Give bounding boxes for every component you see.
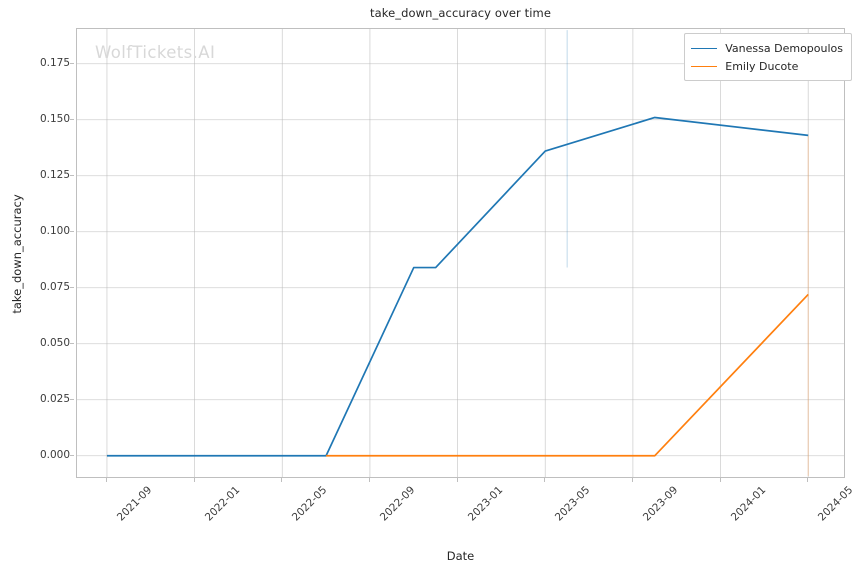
x-tick-label: 2023-05 bbox=[553, 484, 593, 524]
horizontal-gridlines bbox=[77, 63, 844, 457]
plot-svg bbox=[77, 29, 844, 477]
legend-item-2[interactable]: Emily Ducote bbox=[691, 57, 843, 75]
plot-area: WolfTickets.AI bbox=[76, 28, 845, 478]
y-tick-label: 0.025 bbox=[39, 392, 70, 405]
x-tick-label: 2022-05 bbox=[290, 484, 330, 524]
legend-color-swatch bbox=[691, 65, 718, 67]
x-tick-label: 2022-09 bbox=[377, 484, 418, 524]
series-line-2 bbox=[326, 293, 809, 457]
x-tick-label: 2021-09 bbox=[114, 484, 155, 524]
x-tick-label: 2024-01 bbox=[728, 484, 768, 524]
y-tick-mark bbox=[70, 62, 74, 64]
y-tick-mark bbox=[70, 454, 74, 456]
y-tick-mark bbox=[70, 398, 74, 400]
x-tick-mark bbox=[631, 478, 633, 482]
y-tick-label: 0.100 bbox=[39, 224, 70, 237]
y-tick-mark bbox=[70, 230, 74, 232]
x-tick-mark bbox=[719, 478, 721, 482]
x-tick-mark bbox=[105, 478, 107, 482]
y-tick-label: 0.050 bbox=[39, 336, 70, 349]
x-tick-mark bbox=[368, 478, 370, 482]
x-tick-mark bbox=[456, 478, 458, 482]
y-tick-label: 0.125 bbox=[39, 168, 70, 181]
x-tick-mark bbox=[193, 478, 195, 482]
y-tick-mark bbox=[70, 342, 74, 344]
y-tick-label: 0.000 bbox=[39, 448, 70, 461]
x-tick-label: 2024-05 bbox=[816, 484, 856, 524]
legend-item-1[interactable]: Vanessa Demopoulos bbox=[691, 39, 843, 57]
series-marker-lines bbox=[566, 30, 809, 476]
x-tick-label: 2023-09 bbox=[640, 484, 681, 524]
y-tick-mark bbox=[70, 286, 74, 288]
y-tick-label: 0.175 bbox=[39, 56, 70, 69]
x-tick-label: 2022-01 bbox=[202, 484, 242, 524]
page-title: take_down_accuracy over time bbox=[369, 6, 552, 20]
legend-item-label: Emily Ducote bbox=[725, 59, 799, 73]
chart-legend[interactable]: Vanessa Demopoulos Emily Ducote bbox=[684, 33, 852, 81]
y-tick-mark bbox=[70, 118, 74, 120]
x-tick-mark bbox=[807, 478, 809, 482]
x-axis-title: Date bbox=[446, 549, 475, 563]
y-axis-tick-labels: 0.000 0.025 0.050 0.075 0.100 0.125 0.150 0.175 bbox=[6, 28, 70, 478]
x-tick-mark bbox=[544, 478, 546, 482]
y-tick-label: 0.150 bbox=[39, 112, 70, 125]
legend-item-label: Vanessa Demopoulos bbox=[725, 41, 843, 55]
legend-color-swatch bbox=[691, 47, 718, 49]
y-tick-label: 0.075 bbox=[39, 280, 70, 293]
x-axis-tick-labels: 2021-09 2022-01 2022-05 2022-09 2023-01 2023-… bbox=[76, 478, 856, 568]
y-tick-mark bbox=[70, 174, 74, 176]
vertical-gridlines bbox=[106, 29, 809, 477]
x-tick-mark bbox=[281, 478, 283, 482]
series-lines bbox=[106, 116, 809, 457]
x-tick-label: 2023-01 bbox=[465, 484, 505, 524]
